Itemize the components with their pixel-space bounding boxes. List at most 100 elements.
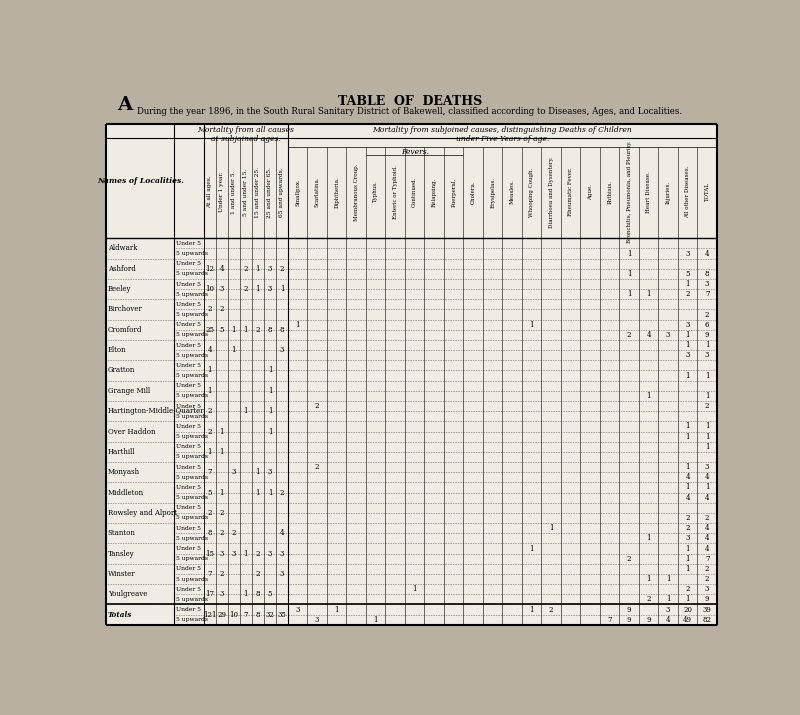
Text: 5 upwards: 5 upwards [176, 475, 208, 480]
Text: 7: 7 [208, 468, 212, 476]
Text: Names of Localities.: Names of Localities. [97, 177, 184, 185]
Text: 2: 2 [705, 575, 710, 583]
Text: 3: 3 [686, 534, 690, 543]
Text: Under 5: Under 5 [176, 485, 201, 490]
Text: 1: 1 [627, 290, 631, 298]
Text: Cromford: Cromford [108, 326, 142, 334]
Text: 2: 2 [256, 570, 260, 578]
Text: Under 1 year.: Under 1 year. [219, 172, 224, 212]
Text: 10: 10 [206, 285, 214, 293]
Text: 7: 7 [705, 555, 710, 563]
Text: 8: 8 [280, 326, 284, 334]
Text: 2: 2 [646, 596, 651, 603]
Text: 1: 1 [686, 341, 690, 349]
Text: 9: 9 [627, 606, 631, 613]
Text: 5 upwards: 5 upwards [176, 576, 208, 581]
Text: 9: 9 [627, 616, 631, 623]
Text: 3: 3 [220, 285, 224, 293]
Text: Under 5: Under 5 [176, 587, 201, 592]
Text: Beeley: Beeley [108, 285, 131, 293]
Text: 82: 82 [702, 616, 712, 623]
Text: 1: 1 [268, 488, 272, 496]
Text: Under 5: Under 5 [176, 465, 201, 470]
Text: TABLE  OF  DEATHS: TABLE OF DEATHS [338, 95, 482, 108]
Text: 2: 2 [705, 402, 710, 410]
Text: Birchover: Birchover [108, 305, 142, 313]
Text: Aldwark: Aldwark [108, 245, 137, 252]
Text: Mortality from subjoined causes, distinguishing Deaths of Children
under Five Ye: Mortality from subjoined causes, disting… [373, 126, 632, 143]
Text: 9: 9 [646, 616, 651, 623]
Text: 2: 2 [686, 514, 690, 522]
Text: Diphtheria.: Diphtheria. [334, 176, 339, 208]
Text: Membranous Croup.: Membranous Croup. [354, 163, 358, 221]
Text: 25: 25 [206, 326, 214, 334]
Text: Scarlatina.: Scarlatina. [314, 177, 320, 207]
Text: 5 upwards: 5 upwards [176, 597, 208, 602]
Text: Elton: Elton [108, 346, 126, 354]
Text: Under 5: Under 5 [176, 241, 201, 246]
Text: 5 upwards: 5 upwards [176, 352, 208, 358]
Text: 4: 4 [705, 493, 710, 502]
Text: 121: 121 [203, 611, 217, 618]
Text: Under 5: Under 5 [176, 403, 201, 408]
Text: 7: 7 [208, 570, 212, 578]
Text: Under 5: Under 5 [176, 607, 201, 612]
Text: 8: 8 [256, 611, 260, 618]
Text: 1: 1 [705, 372, 710, 380]
Text: Over Haddon: Over Haddon [108, 428, 155, 435]
Text: 1: 1 [705, 423, 710, 430]
Text: 4: 4 [705, 473, 710, 481]
Text: 5 upwards: 5 upwards [176, 617, 208, 622]
Text: 15: 15 [206, 550, 214, 558]
Text: 2: 2 [220, 305, 224, 313]
Text: 2: 2 [220, 509, 224, 517]
Text: 1: 1 [705, 483, 710, 491]
Text: 3: 3 [268, 265, 272, 273]
Text: 1: 1 [686, 280, 690, 288]
Text: 3: 3 [705, 280, 710, 288]
Text: Continued.: Continued. [412, 177, 417, 207]
Text: 1: 1 [646, 575, 651, 583]
Text: 1: 1 [627, 270, 631, 278]
Text: 8: 8 [705, 270, 710, 278]
Text: 1 and under 5.: 1 and under 5. [231, 170, 236, 214]
Text: Typhus.: Typhus. [373, 181, 378, 203]
Text: 1: 1 [686, 433, 690, 440]
Text: Stanton: Stanton [108, 529, 136, 537]
Text: 29: 29 [218, 611, 226, 618]
Text: 1: 1 [268, 387, 272, 395]
Text: Diarrhoea and Dysentery.: Diarrhoea and Dysentery. [549, 157, 554, 228]
Text: 6: 6 [705, 321, 710, 329]
Text: 3: 3 [280, 570, 284, 578]
Text: 2: 2 [208, 428, 212, 435]
Text: 3: 3 [268, 550, 272, 558]
Text: 3: 3 [220, 591, 224, 598]
Text: At all ages.: At all ages. [207, 176, 212, 208]
Text: 1: 1 [705, 433, 710, 440]
Text: Middleton: Middleton [108, 488, 144, 496]
Text: 2: 2 [220, 570, 224, 578]
Text: 2: 2 [232, 529, 236, 537]
Text: 2: 2 [244, 265, 248, 273]
Text: 4: 4 [686, 473, 690, 481]
Text: 2: 2 [208, 305, 212, 313]
Text: 1: 1 [244, 407, 248, 415]
Text: 2: 2 [705, 565, 710, 573]
Text: 1: 1 [295, 321, 300, 329]
Text: 3: 3 [666, 331, 670, 339]
Text: Under 5: Under 5 [176, 302, 201, 307]
Text: 3: 3 [686, 321, 690, 329]
Text: 1: 1 [334, 606, 339, 613]
Text: Whooping Cough.: Whooping Cough. [529, 167, 534, 217]
Text: 1: 1 [686, 565, 690, 573]
Text: 3: 3 [232, 468, 236, 476]
Text: 1: 1 [268, 407, 272, 415]
Text: Bronchitis, Pneumonia, and Pleurisy.: Bronchitis, Pneumonia, and Pleurisy. [626, 141, 632, 243]
Text: Under 5: Under 5 [176, 506, 201, 511]
FancyBboxPatch shape [106, 124, 717, 625]
Text: Rheumatic Fever.: Rheumatic Fever. [568, 168, 573, 217]
Text: 1: 1 [413, 585, 417, 593]
Text: 1: 1 [549, 524, 554, 532]
Text: Under 5: Under 5 [176, 383, 201, 388]
Text: 2: 2 [686, 524, 690, 532]
